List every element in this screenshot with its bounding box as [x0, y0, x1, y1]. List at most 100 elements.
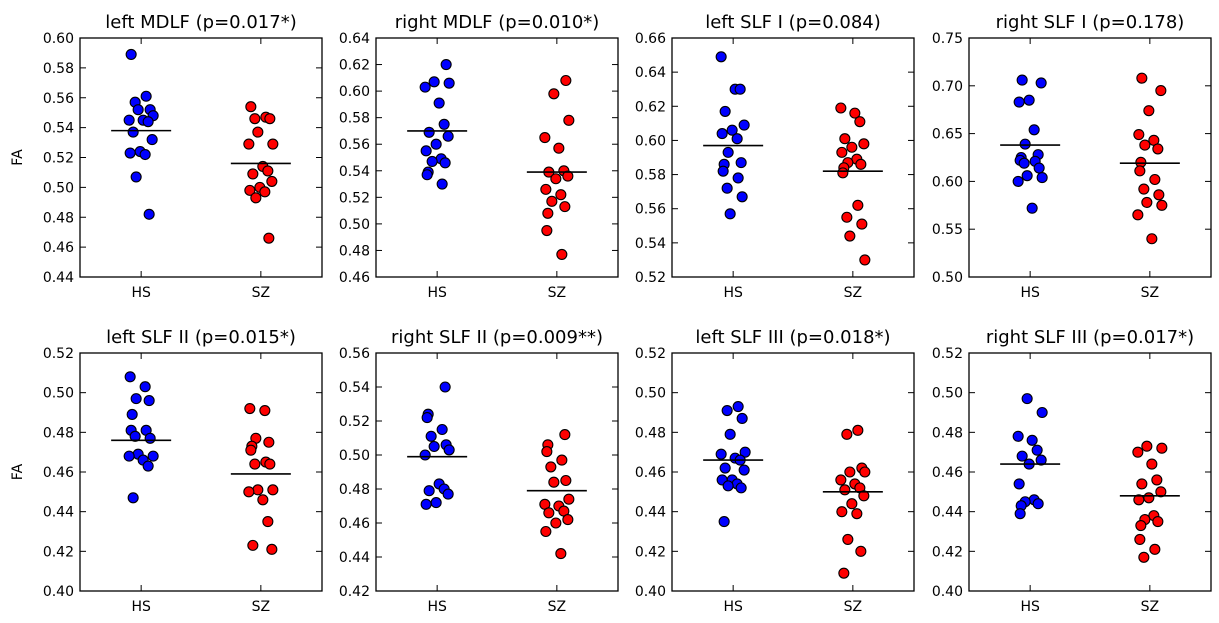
- scatter-panel-8: right SLF III (p=0.017*) 0.40 0.42 0.44 0.46…: [932, 327, 1212, 615]
- y-tick-label: 0.62: [339, 58, 370, 74]
- y-tick-label: 0.65: [932, 127, 963, 143]
- panel-title: right SLF II (p=0.009**): [391, 327, 603, 348]
- hs-data-point: [1035, 77, 1047, 89]
- hs-data-point: [1033, 162, 1045, 174]
- hs-data-point: [123, 450, 135, 462]
- hs-data-point: [1013, 96, 1025, 108]
- hs-data-point: [1026, 202, 1038, 214]
- y-tick-label: 0.60: [339, 84, 370, 100]
- hs-data-point: [1031, 444, 1043, 456]
- hs-data-point: [130, 171, 142, 183]
- sz-data-point: [556, 248, 568, 260]
- x-tick-label: SZ: [844, 599, 862, 615]
- hs-data-point: [1021, 170, 1033, 182]
- sz-data-point: [559, 429, 571, 441]
- sz-data-point: [263, 232, 275, 244]
- hs-data-point: [132, 104, 144, 116]
- sz-data-point: [859, 254, 871, 266]
- hs-data-point: [1014, 508, 1026, 520]
- hs-data-point: [139, 381, 151, 393]
- sz-data-point: [844, 466, 856, 478]
- sz-data-point: [1133, 129, 1145, 141]
- hs-data-point: [426, 155, 438, 168]
- sz-data-point: [841, 211, 853, 223]
- x-tick-label: HS: [131, 285, 151, 301]
- y-tick-label: 0.48: [932, 425, 963, 441]
- plot-frame: [375, 37, 619, 278]
- sz-data-point: [553, 142, 565, 154]
- hs-data-point: [423, 126, 435, 138]
- y-tick-label: 0.52: [635, 270, 666, 286]
- x-tick-label: HS: [723, 285, 743, 301]
- x-tick-label: SZ: [252, 285, 270, 301]
- y-tick-label: 0.70: [932, 79, 963, 95]
- y-tick-label: 0.52: [339, 190, 370, 206]
- hs-data-point: [443, 77, 455, 89]
- panel-title: left SLF II (p=0.015*): [106, 327, 296, 348]
- x-tick-label: SZ: [548, 285, 566, 301]
- hs-data-point: [722, 480, 734, 492]
- hs-data-point: [126, 408, 138, 421]
- sz-data-point: [1136, 478, 1148, 490]
- y-axis-label: FA: [10, 149, 26, 166]
- hs-data-point: [1035, 454, 1047, 466]
- y-tick-label: 0.52: [339, 414, 370, 430]
- panel-title: right SLF I (p=0.178): [996, 12, 1185, 33]
- panel-title: left SLF III (p=0.018*): [695, 327, 890, 348]
- hs-data-point: [1036, 406, 1048, 419]
- hs-data-point: [443, 444, 455, 456]
- hs-data-point: [421, 169, 433, 181]
- sz-data-point: [1143, 492, 1155, 504]
- x-tick-label: SZ: [844, 285, 862, 301]
- sz-data-point: [836, 506, 848, 518]
- sz-data-point: [1155, 486, 1167, 498]
- sz-data-point: [1138, 183, 1150, 195]
- y-tick-label: 0.66: [635, 31, 666, 47]
- hs-data-point: [430, 497, 442, 509]
- sz-data-point: [243, 486, 255, 498]
- sz-data-point: [852, 424, 864, 436]
- hs-data-point: [721, 404, 733, 417]
- sz-data-point: [541, 224, 553, 237]
- sz-data-point: [244, 184, 256, 196]
- y-tick-label: 0.40: [43, 584, 74, 600]
- sz-data-point: [548, 476, 560, 488]
- hs-data-point: [732, 400, 744, 413]
- hs-data-point: [439, 381, 451, 393]
- y-tick-label: 0.48: [339, 243, 370, 259]
- hs-data-point: [1012, 175, 1024, 187]
- hs-data-point: [419, 449, 431, 461]
- hs-data-point: [715, 448, 727, 460]
- hs-data-point: [129, 430, 141, 442]
- hs-data-point: [436, 423, 448, 436]
- sz-data-point: [252, 126, 264, 138]
- y-tick-label: 0.42: [43, 544, 74, 560]
- sz-data-point: [259, 404, 271, 417]
- hs-data-point: [1026, 434, 1038, 446]
- y-tick-label: 0.54: [339, 380, 370, 396]
- hs-data-point: [732, 172, 744, 184]
- hs-data-point: [436, 178, 448, 190]
- y-tick-label: 0.50: [43, 386, 74, 402]
- sz-data-point: [839, 133, 851, 145]
- y-tick-label: 0.50: [339, 448, 370, 464]
- hs-data-point: [1019, 138, 1031, 150]
- sz-data-point: [1141, 440, 1153, 452]
- sz-data-point: [1134, 533, 1146, 545]
- y-tick-label: 0.52: [43, 346, 74, 362]
- hs-data-point: [142, 116, 154, 128]
- sz-data-point: [1153, 189, 1165, 201]
- sz-data-point: [562, 514, 574, 526]
- y-tick-label: 0.58: [43, 61, 74, 77]
- hs-data-point: [731, 133, 743, 145]
- hs-data-point: [724, 428, 736, 440]
- sz-data-point: [546, 195, 558, 207]
- sz-data-point: [1141, 196, 1153, 208]
- hs-data-point: [143, 208, 155, 220]
- hs-data-point: [716, 128, 728, 140]
- sz-data-point: [247, 539, 259, 551]
- x-tick-label: HS: [723, 599, 743, 615]
- scatter-panel-2: right MDLF (p=0.010*) 0.46 0.48 0.50 0.52 0.5…: [339, 12, 619, 301]
- hs-data-point: [130, 393, 142, 405]
